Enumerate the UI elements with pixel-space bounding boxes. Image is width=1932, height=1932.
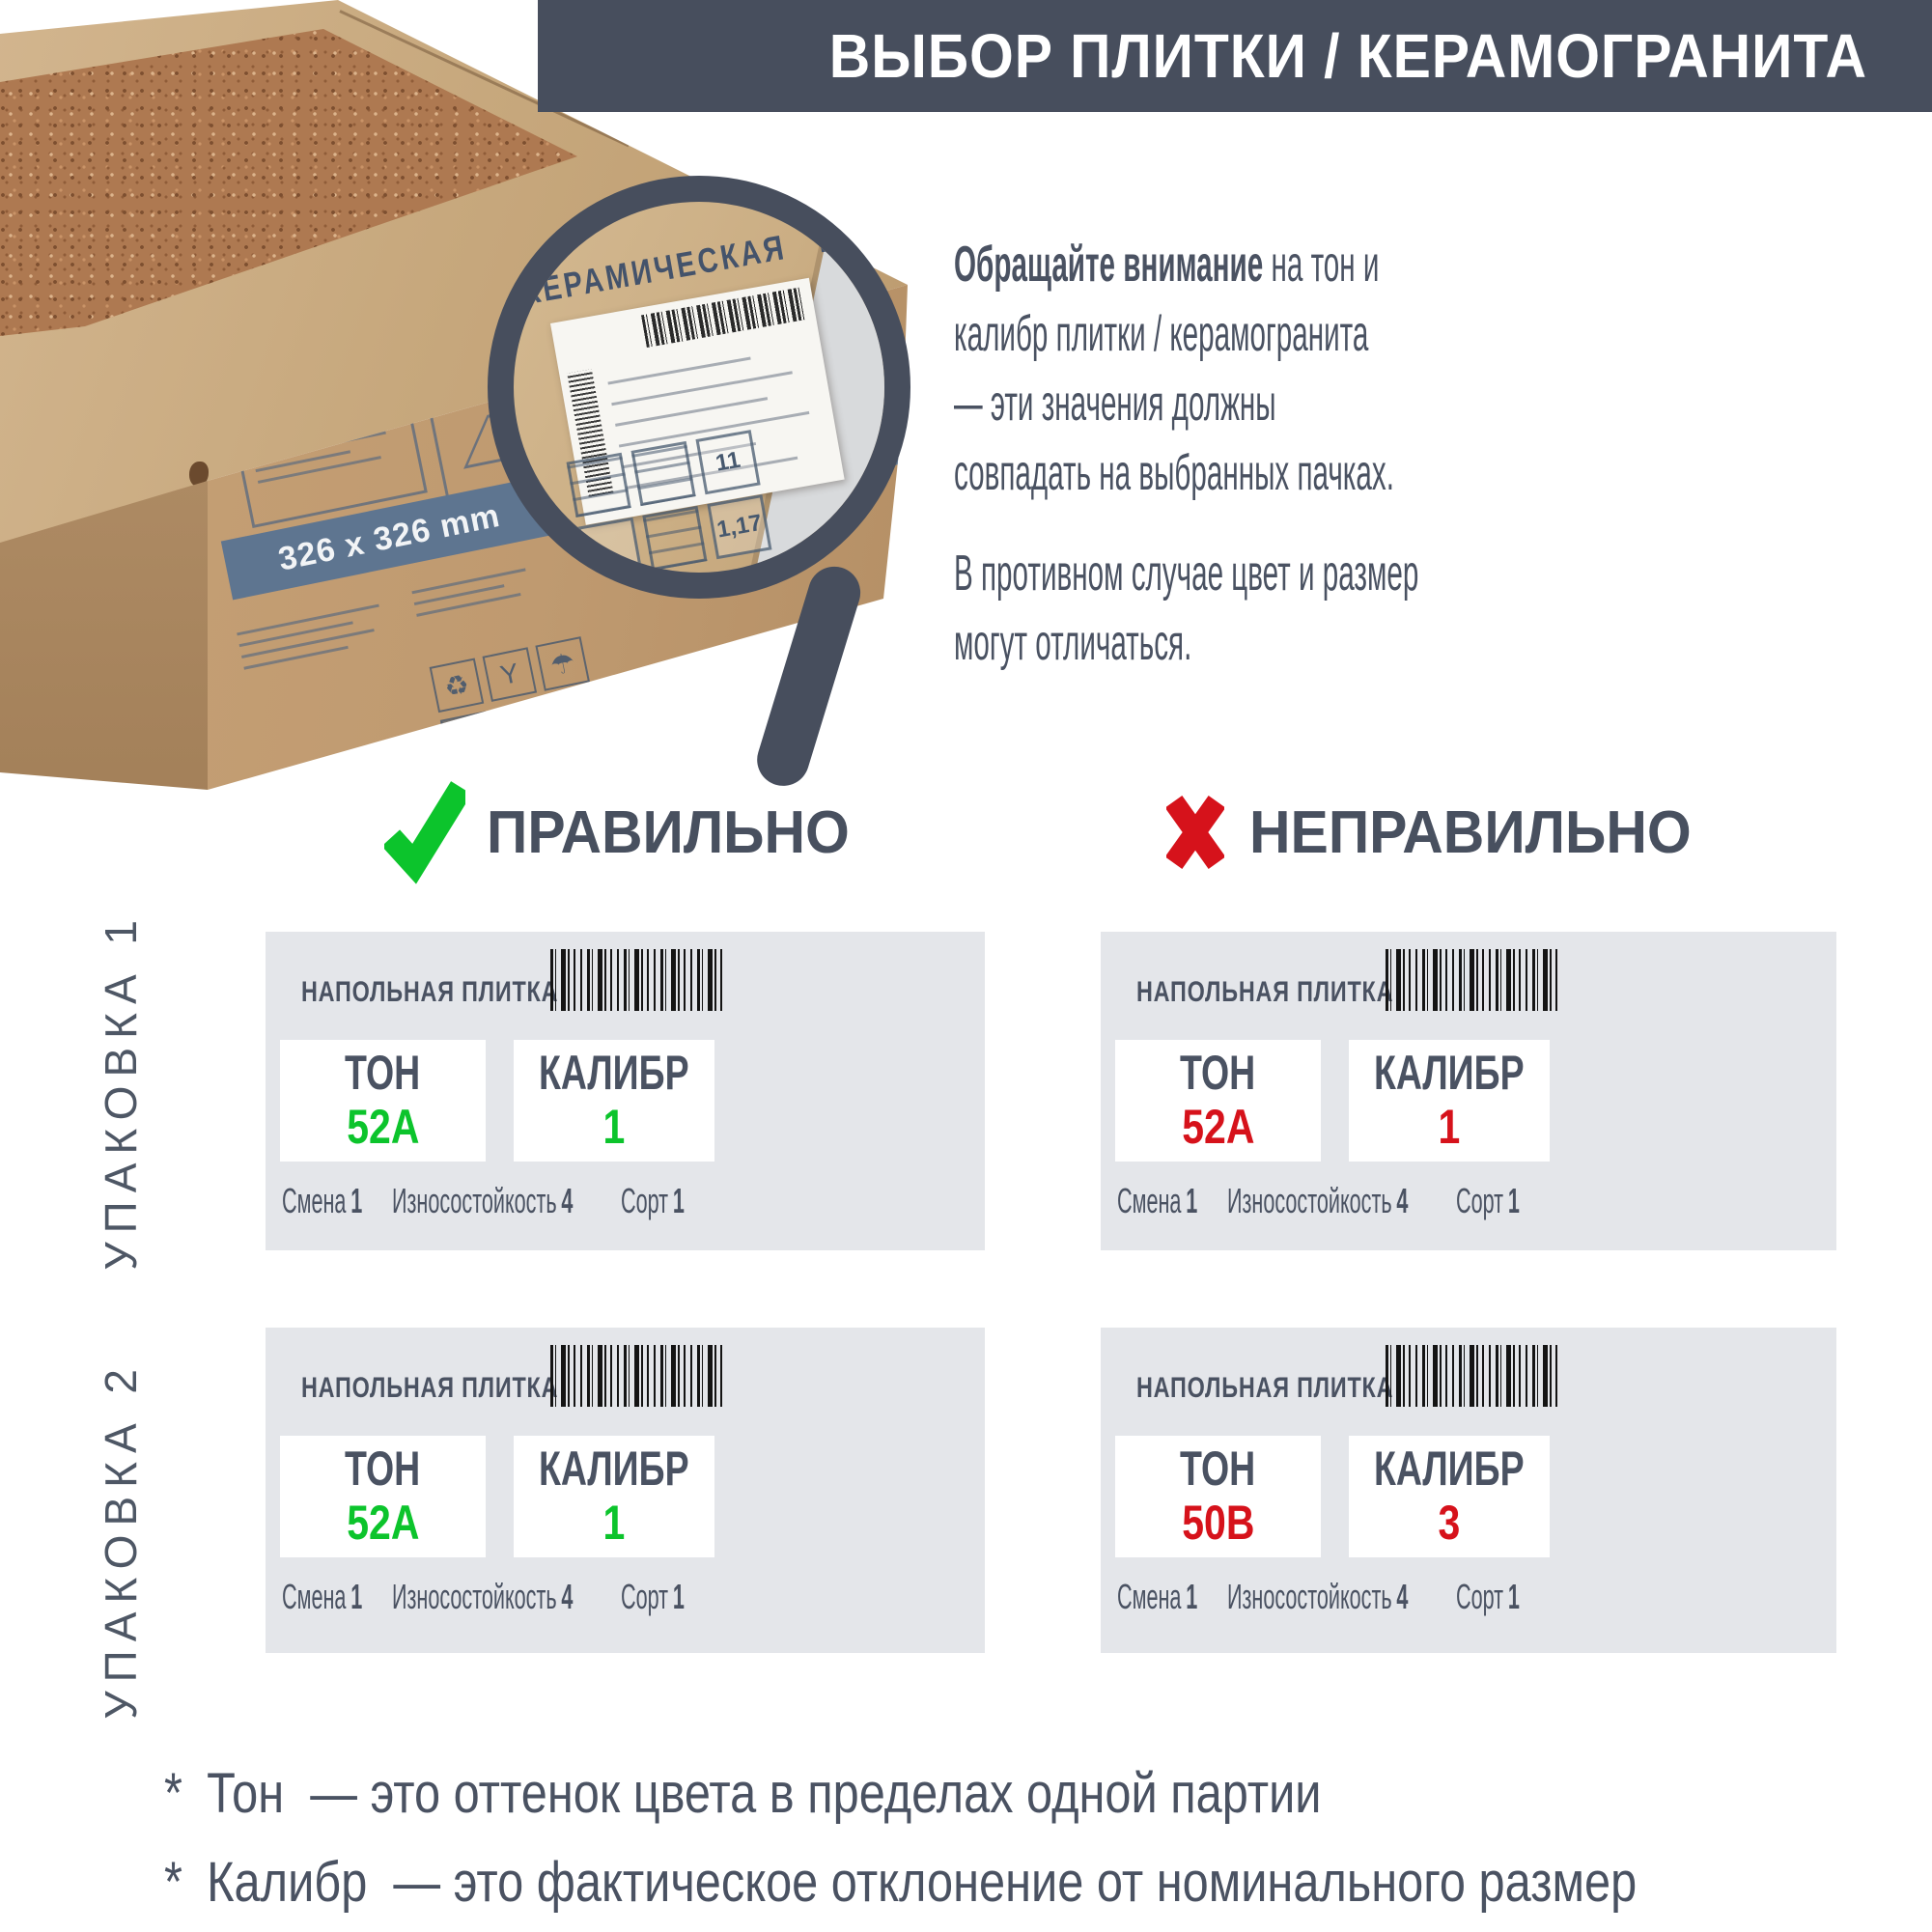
caliber-label: КАЛИБР bbox=[539, 1046, 689, 1100]
section-wrong-label: НЕПРАВИЛЬНО bbox=[1249, 798, 1692, 866]
label-card-wrong-pack2: НАПОЛЬНАЯ ПЛИТКА ТОН 50В КАЛИБР 3 Смена 1… bbox=[1101, 1328, 1836, 1653]
intro-line: могут отличаться. bbox=[954, 615, 1192, 671]
footnote-ton: * Тон — это оттенок цвета в пределах одно… bbox=[164, 1750, 1322, 1838]
intro-line-rest: на тон и bbox=[1263, 237, 1380, 293]
ton-value: 52А bbox=[1181, 1100, 1255, 1154]
card-title: НАПОЛЬНАЯ ПЛИТКА bbox=[1136, 976, 1394, 1008]
pictogram-square bbox=[630, 440, 696, 507]
intro-text: Обращайте внимание на тон и калибр плитк… bbox=[954, 230, 1932, 678]
ton-value: 52А bbox=[346, 1100, 420, 1154]
barcode bbox=[550, 949, 726, 1011]
card-title: НАПОЛЬНАЯ ПЛИТКА bbox=[301, 1372, 559, 1404]
pack-label-2: УПАКОВКА 2 bbox=[96, 1360, 146, 1720]
checkmark-icon bbox=[384, 780, 465, 884]
caliber-label: КАЛИБР bbox=[539, 1442, 689, 1496]
label-barcode bbox=[640, 287, 807, 349]
cross-icon bbox=[1166, 794, 1224, 871]
pictogram-square bbox=[642, 505, 708, 572]
card-title: НАПОЛЬНАЯ ПЛИТКА bbox=[301, 976, 559, 1008]
ton-box: ТОН 52А bbox=[280, 1436, 486, 1557]
wear-field: Износостойкость 4 bbox=[1227, 1181, 1409, 1220]
intro-line: — эти значения должны bbox=[954, 376, 1276, 432]
box-pictogram-grid: ♻ Y ☂ bbox=[429, 636, 602, 766]
ton-box: ТОН 50В bbox=[1115, 1436, 1321, 1557]
wear-field: Износостойкость 4 bbox=[392, 1181, 574, 1220]
shift-field: Смена 1 bbox=[1117, 1577, 1198, 1616]
header-bar: ВЫБОР ПЛИТКИ / КЕРАМОГРАНИТА bbox=[538, 0, 1932, 112]
ton-label: ТОН bbox=[1180, 1442, 1256, 1496]
label-card-wrong-pack1: НАПОЛЬНАЯ ПЛИТКА ТОН 52А КАЛИБР 1 Смена 1… bbox=[1101, 932, 1836, 1250]
wear-field: Износостойкость 4 bbox=[1227, 1577, 1409, 1616]
umbrella-icon: ☂ bbox=[535, 636, 590, 691]
shift-field: Смена 1 bbox=[282, 1577, 363, 1616]
pictogram-square bbox=[577, 517, 643, 573]
shift-field: Смена 1 bbox=[282, 1181, 363, 1220]
section-correct: ПРАВИЛЬНО bbox=[384, 778, 869, 886]
pictogram-square bbox=[566, 452, 631, 518]
caliber-label: КАЛИБР bbox=[1374, 1442, 1525, 1496]
section-correct-label: ПРАВИЛЬНО bbox=[487, 798, 850, 866]
caliber-box: КАЛИБР 1 bbox=[514, 1040, 714, 1162]
pictogram-value: 1,17 bbox=[707, 494, 772, 560]
pictogram-square bbox=[492, 700, 548, 755]
ton-label: ТОН bbox=[345, 1442, 421, 1496]
footnotes: * Тон — это оттенок цвета в пределах одно… bbox=[164, 1750, 1932, 1927]
barcode bbox=[1386, 949, 1561, 1011]
section-wrong: НЕПРАВИЛЬНО bbox=[1166, 784, 1715, 881]
pictogram-square bbox=[546, 689, 602, 744]
caliber-box: КАЛИБР 1 bbox=[1349, 1040, 1550, 1162]
intro-line: Обращайте внимание на тон и bbox=[954, 230, 1379, 299]
grade-field: Сорт 1 bbox=[621, 1577, 685, 1616]
barcode bbox=[550, 1345, 726, 1407]
box-print-text-lines bbox=[237, 603, 388, 679]
ton-value: 50В bbox=[1181, 1496, 1255, 1550]
grade-field: Сорт 1 bbox=[1456, 1181, 1520, 1220]
intro-line: совпадать на выбранных пачках. bbox=[954, 445, 1394, 501]
grade-field: Сорт 1 bbox=[621, 1181, 685, 1220]
caliber-value: 1 bbox=[602, 1100, 626, 1154]
label-card-correct-pack2: НАПОЛЬНАЯ ПЛИТКА ТОН 52А КАЛИБР 1 Смена 1… bbox=[266, 1328, 985, 1653]
intro-line: В противном случае цвет и размер bbox=[954, 546, 1419, 602]
caliber-box: КАЛИБР 3 bbox=[1349, 1436, 1550, 1557]
wear-field: Износостойкость 4 bbox=[392, 1577, 574, 1616]
grade-field: Сорт 1 bbox=[1456, 1577, 1520, 1616]
caliber-value: 3 bbox=[1438, 1496, 1461, 1550]
ton-box: ТОН 52А bbox=[1115, 1040, 1321, 1162]
ton-value: 52А bbox=[346, 1496, 420, 1550]
recycle-icon: ♻ bbox=[429, 658, 485, 714]
caliber-value: 1 bbox=[1438, 1100, 1461, 1154]
footnote-caliber: * Калибр — это фактическое отклонение от … bbox=[164, 1838, 1637, 1927]
pictogram-square bbox=[439, 711, 495, 766]
asterisk: * bbox=[164, 1851, 182, 1914]
ton-label: ТОН bbox=[345, 1046, 421, 1100]
page-title: ВЫБОР ПЛИТКИ / КЕРАМОГРАНИТА bbox=[828, 21, 1868, 91]
caliber-label: КАЛИБР bbox=[1374, 1046, 1525, 1100]
ton-label: ТОН bbox=[1180, 1046, 1256, 1100]
shift-field: Смена 1 bbox=[1117, 1181, 1198, 1220]
caliber-box: КАЛИБР 1 bbox=[514, 1436, 714, 1557]
fragile-glass-icon: Y bbox=[482, 647, 538, 702]
intro-lead-bold: Обращайте внимание bbox=[954, 237, 1264, 293]
ton-box: ТОН 52А bbox=[280, 1040, 486, 1162]
box-print-text-lines bbox=[411, 568, 532, 625]
pack-label-1: УПАКОВКА 1 bbox=[96, 911, 146, 1271]
magnifier-lens: КЕРАМИЧЕСКАЯ ПЛИТКА 11 1,17 bbox=[488, 176, 910, 599]
asterisk: * bbox=[164, 1762, 182, 1825]
card-title: НАПОЛЬНАЯ ПЛИТКА bbox=[1136, 1372, 1394, 1404]
pictogram-value: 11 bbox=[695, 430, 761, 495]
barcode bbox=[1386, 1345, 1561, 1407]
caliber-value: 1 bbox=[602, 1496, 626, 1550]
box-corner-tear bbox=[189, 462, 209, 487]
intro-line: калибр плитки / керамогранита bbox=[954, 306, 1369, 362]
label-card-correct-pack1: НАПОЛЬНАЯ ПЛИТКА ТОН 52А КАЛИБР 1 Смена 1… bbox=[266, 932, 985, 1250]
